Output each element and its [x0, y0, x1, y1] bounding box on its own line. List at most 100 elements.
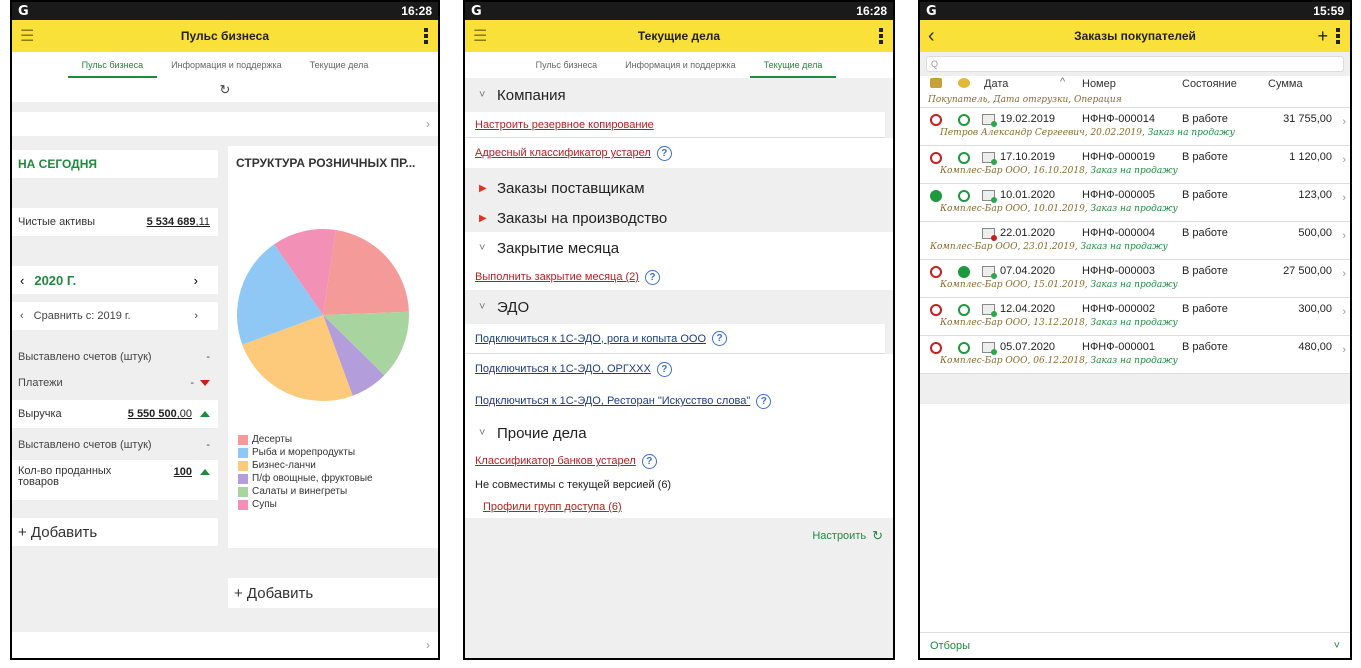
- phone-customer-orders: G 15:59 ‹ Заказы покупателей + Q Дата ^ …: [918, 0, 1352, 660]
- col-date[interactable]: Дата: [984, 78, 1009, 90]
- add-widget-button[interactable]: + Добавить: [12, 518, 218, 546]
- phone-current-tasks: G 16:28 ☰ Текущие дела Пульс бизнеса Инф…: [463, 0, 895, 660]
- caret-right-icon: ▶: [479, 182, 487, 194]
- link-address-classifier[interactable]: Адресный классификатор устарел: [475, 147, 651, 159]
- hamburger-icon[interactable]: ☰: [20, 28, 35, 45]
- task-item[interactable]: Адресный классификатор устарел?: [465, 138, 893, 168]
- more-menu-icon[interactable]: [424, 20, 428, 52]
- app-bar: ☰ Пульс бизнеса: [12, 20, 438, 52]
- trend-down-icon: [200, 380, 210, 386]
- section-month-close[interactable]: ˅ Закрытие месяца: [465, 232, 893, 264]
- task-item[interactable]: Подключиться к 1С-ЭДО, ОРГХХХ?: [465, 354, 893, 384]
- table-row[interactable]: 05.07.2020 НФНФ-000001 В работе 480,00 › Ком…: [920, 336, 1350, 374]
- chevron-right-icon: ›: [1342, 154, 1346, 166]
- sold-row[interactable]: Кол-во проданных товаров 100: [12, 460, 218, 500]
- sold-value[interactable]: 100: [173, 466, 192, 478]
- task-item[interactable]: Классификатор банков устарел?: [465, 448, 893, 474]
- status-bar: G 15:59: [920, 2, 1350, 20]
- search-icon: Q: [931, 59, 939, 69]
- refresh-icon[interactable]: ↻: [872, 528, 883, 543]
- table-row[interactable]: 07.04.2020 НФНФ-000003 В работе 27 500,00 › …: [920, 260, 1350, 298]
- section-supplier-orders[interactable]: ▶ Заказы поставщикам: [465, 172, 893, 204]
- table-row[interactable]: 22.01.2020 НФНФ-000004 В работе 500,00 › Ком…: [920, 222, 1350, 260]
- add-widget-button-right[interactable]: + Добавить: [228, 578, 438, 608]
- legend-item-2: Бизнес-ланчи: [238, 459, 438, 472]
- chevron-right-icon[interactable]: ›: [193, 272, 198, 288]
- back-icon[interactable]: ‹: [928, 24, 935, 47]
- help-icon[interactable]: ?: [641, 453, 657, 469]
- setup-button[interactable]: Настроить ↻: [465, 518, 893, 554]
- box-icon: [930, 78, 942, 88]
- col-state[interactable]: Состояние: [1182, 78, 1237, 90]
- section-edo[interactable]: ˅ ЭДО: [465, 290, 893, 324]
- link-edo-2[interactable]: Подключиться к 1С-ЭДО, ОРГХХХ: [475, 363, 651, 375]
- help-icon[interactable]: ?: [644, 269, 660, 285]
- chevron-right-icon[interactable]: ›: [426, 117, 430, 131]
- section-company[interactable]: ˅ Компания: [465, 78, 893, 112]
- tab-info-support[interactable]: Информация и поддержка: [171, 60, 282, 70]
- legend-item-3: П/ф овощные, фруктовые: [238, 472, 438, 485]
- task-item[interactable]: Подключиться к 1С-ЭДО, Ресторан "Искусст…: [465, 384, 893, 418]
- app-logo: G: [471, 3, 482, 19]
- filters-bar[interactable]: Отборы ˅: [920, 632, 1350, 658]
- link-edo-1[interactable]: Подключиться к 1С-ЭДО, рога и копыта ООО: [475, 332, 707, 345]
- tab-current-tasks[interactable]: Текущие дела: [749, 60, 837, 78]
- tab-business-pulse[interactable]: Пульс бизнеса: [67, 60, 158, 78]
- pie-chart-card: СТРУКТУРА РОЗНИЧНЫХ ПР... Десерты Рыба и …: [228, 146, 438, 548]
- chevron-left-icon[interactable]: ‹: [20, 272, 25, 288]
- chevron-right-icon[interactable]: ›: [426, 638, 430, 652]
- refresh-icon[interactable]: ↻: [219, 82, 231, 97]
- filters-label[interactable]: Отборы: [930, 639, 971, 652]
- table-row[interactable]: 17.10.2019 НФНФ-000019 В работе 1 120,00 › К…: [920, 146, 1350, 184]
- net-assets-value[interactable]: 5 534 689,11: [146, 216, 210, 228]
- chevron-left-icon[interactable]: ‹: [20, 310, 24, 322]
- task-item[interactable]: Подключиться к 1С-ЭДО, рога и копыта ООО…: [465, 324, 885, 354]
- legend-swatch: [238, 460, 248, 471]
- more-menu-icon[interactable]: [1336, 28, 1340, 44]
- chevron-down-icon[interactable]: ˅: [1333, 639, 1340, 652]
- help-icon[interactable]: ?: [656, 145, 672, 161]
- chevron-right-icon: ›: [1342, 230, 1346, 242]
- section-production-orders[interactable]: ▶ Заказы на производство: [465, 204, 893, 232]
- table-row[interactable]: 10.01.2020 НФНФ-000005 В работе 123,00 › Ком…: [920, 184, 1350, 222]
- chevron-down-icon: ˅: [479, 242, 486, 254]
- col-sum[interactable]: Сумма: [1268, 78, 1303, 90]
- chevron-down-icon: ˅: [479, 301, 486, 313]
- tab-business-pulse[interactable]: Пульс бизнеса: [535, 60, 598, 70]
- link-backup[interactable]: Настроить резервное копирование: [475, 118, 654, 131]
- task-item[interactable]: Настроить резервное копирование: [465, 112, 885, 138]
- bottom-scroll[interactable]: ›: [12, 632, 438, 658]
- table-row[interactable]: 19.02.2019 НФНФ-000014 В работе 31 755,00 › …: [920, 108, 1350, 146]
- help-icon[interactable]: ?: [656, 361, 672, 377]
- revenue-value[interactable]: 5 550 500,00: [127, 408, 192, 420]
- status-circle-icon: [930, 114, 942, 126]
- tab-info-support[interactable]: Информация и поддержка: [625, 60, 736, 70]
- link-access-profiles[interactable]: Профили групп доступа (6): [483, 501, 622, 513]
- payment-circle-icon: [958, 114, 970, 126]
- payment-circle-icon: [958, 152, 970, 164]
- section-other[interactable]: ˅ Прочие дела: [465, 418, 893, 448]
- revenue-row[interactable]: Выручка 5 550 500,00: [12, 400, 218, 428]
- add-icon[interactable]: +: [1317, 25, 1328, 46]
- help-icon[interactable]: ?: [756, 393, 772, 409]
- scroll-next[interactable]: ›: [12, 112, 438, 136]
- more-menu-icon[interactable]: [879, 20, 883, 52]
- setup-label[interactable]: Настроить: [812, 530, 867, 542]
- net-assets-row[interactable]: Чистые активы 5 534 689,11: [12, 208, 218, 236]
- sort-asc-icon[interactable]: ^: [1060, 76, 1066, 88]
- hamburger-icon[interactable]: ☰: [473, 28, 488, 45]
- table-row[interactable]: 12.04.2020 НФНФ-000002 В работе 300,00 › Ком…: [920, 298, 1350, 336]
- col-number[interactable]: Номер: [1082, 78, 1116, 90]
- legend-label: Салаты и винегреты: [252, 486, 348, 497]
- task-item[interactable]: Профили групп доступа (6): [465, 496, 893, 518]
- appbar-actions: +: [1317, 20, 1340, 52]
- tab-current-tasks[interactable]: Текущие дела: [309, 60, 369, 70]
- link-banks-classifier[interactable]: Классификатор банков устарел: [475, 455, 636, 467]
- task-item[interactable]: Выполнить закрытие месяца (2)?: [465, 264, 893, 290]
- search-input[interactable]: Q: [926, 56, 1344, 72]
- chevron-right-icon[interactable]: ›: [194, 310, 198, 322]
- invoices-value: -: [206, 351, 210, 363]
- help-icon[interactable]: ?: [712, 331, 728, 346]
- link-edo-3[interactable]: Подключиться к 1С-ЭДО, Ресторан "Искусст…: [475, 395, 751, 407]
- link-month-close[interactable]: Выполнить закрытие месяца (2): [475, 271, 639, 283]
